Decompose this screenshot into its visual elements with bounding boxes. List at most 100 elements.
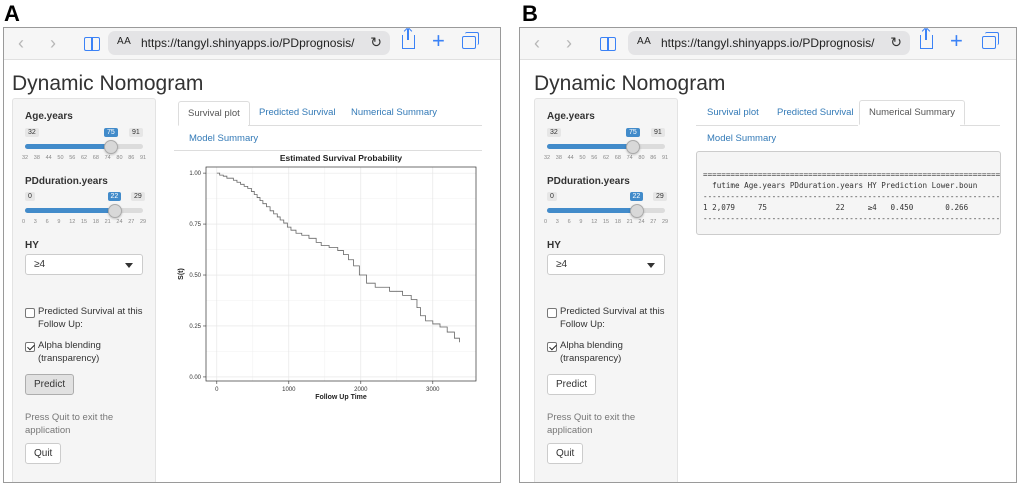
slider-tick-label: 38: [555, 155, 562, 161]
hy-label: HY: [25, 240, 39, 251]
pd-slider-handle[interactable]: [107, 204, 122, 218]
forward-icon[interactable]: ›: [50, 33, 56, 53]
slider-tick-label: 0: [544, 219, 548, 225]
slider-tick-label: 27: [650, 219, 657, 225]
tab-model-summary[interactable]: Model Summary: [707, 133, 777, 144]
slider-tick-label: 6: [45, 219, 49, 225]
y-axis-label: S(t): [178, 268, 185, 280]
pd-duration-label: PDduration.years: [25, 176, 108, 187]
share-icon[interactable]: [920, 29, 933, 49]
tab-numerical-summary[interactable]: Numerical Summary: [859, 100, 966, 125]
address-bar[interactable]: AA https://tangyl.shinyapps.io/PDprognos…: [108, 31, 390, 55]
bookmarks-icon[interactable]: [84, 37, 100, 51]
age-slider-track[interactable]: [25, 144, 143, 149]
slider-tick-label: 12: [591, 219, 598, 225]
alpha-blending-checkbox[interactable]: [547, 342, 557, 352]
sidebar-panel: Age.years 32 91 75 32 38 44 50 56 62 68 74 80 86 9…: [12, 98, 156, 482]
y-tick-label: 0.25: [189, 324, 201, 330]
tabs-overview-icon[interactable]: [982, 32, 999, 49]
share-icon[interactable]: [402, 29, 415, 49]
slider-tick-label: 62: [603, 155, 610, 161]
quit-help-text: Press Quit to exit the application: [547, 412, 636, 436]
slider-tick-label: 32: [544, 155, 551, 161]
pd-slider-handle[interactable]: [629, 204, 644, 218]
tab-numerical-summary[interactable]: Numerical Summary: [351, 107, 438, 118]
tabs-overview-icon[interactable]: [462, 32, 479, 49]
text-size-button[interactable]: AA: [637, 36, 652, 47]
slider-tick-label: 32: [22, 155, 29, 161]
alpha-blending-label: Alpha blending (transparency): [38, 340, 101, 364]
age-max: 91: [651, 128, 665, 137]
age-slider-fill: [25, 144, 111, 149]
pd-min: 0: [547, 192, 557, 201]
age-slider-ticks: 32 38 44 50 56 62 68 74 80 86 91: [543, 155, 669, 163]
age-slider-handle[interactable]: [104, 140, 118, 154]
quit-button[interactable]: Quit: [547, 443, 584, 464]
tab-model-summary[interactable]: Model Summary: [189, 133, 259, 144]
pd-slider-fill: [547, 208, 637, 213]
alpha-blending-checkbox[interactable]: [25, 342, 35, 352]
browser-toolbar: ‹ › AA https://tangyl.shinyapps.io/PDpro…: [4, 28, 500, 60]
tab-predicted-survival[interactable]: Predicted Survival: [777, 107, 854, 118]
pd-value: 22: [629, 192, 644, 201]
slider-tick-label: 50: [579, 155, 586, 161]
chart-title: Estimated Survival Probability: [280, 153, 403, 163]
new-tab-icon[interactable]: +: [432, 28, 445, 53]
pd-slider-track[interactable]: [25, 208, 143, 213]
tab-predicted-survival[interactable]: Predicted Survival: [259, 107, 336, 118]
forward-icon[interactable]: ›: [566, 33, 572, 53]
age-label: Age.years: [547, 111, 595, 122]
back-icon[interactable]: ‹: [18, 33, 24, 53]
hy-label: HY: [547, 240, 561, 251]
predicted-survival-checkbox[interactable]: [25, 308, 35, 318]
screenshot-panel-b: ‹ › AA https://tangyl.shinyapps.io/PDpro…: [519, 27, 1017, 483]
tab-survival-plot[interactable]: Survival plot: [707, 107, 759, 118]
y-tick-label: 0.75: [189, 222, 201, 228]
slider-tick-label: 21: [104, 219, 111, 225]
age-slider-fill: [547, 144, 633, 149]
survival-plot-chart: Estimated Survival Probability 0 1000 2000…: [178, 153, 477, 401]
address-bar[interactable]: AA https://tangyl.shinyapps.io/PDprognos…: [628, 31, 910, 55]
pd-slider-track[interactable]: [547, 208, 665, 213]
text-size-button[interactable]: AA: [117, 36, 132, 47]
slider-tick-label: 91: [662, 155, 669, 161]
hy-select[interactable]: ≥4: [547, 254, 665, 275]
age-slider-handle[interactable]: [626, 140, 640, 154]
pd-slider-ticks: 0 3 6 9 12 15 18 21 24 27 29: [543, 219, 669, 227]
chevron-down-icon: [647, 263, 655, 268]
slider-tick-label: 21: [626, 219, 633, 225]
slider-tick-label: 68: [614, 155, 621, 161]
slider-tick-label: 6: [567, 219, 571, 225]
predicted-survival-label: Predicted Survival at this Follow Up:: [560, 306, 665, 330]
reload-icon[interactable]: ↻: [370, 34, 382, 50]
bookmarks-icon[interactable]: [600, 37, 616, 51]
quit-button[interactable]: Quit: [25, 443, 62, 464]
predicted-survival-checkbox[interactable]: [547, 308, 557, 318]
slider-tick-label: 44: [567, 155, 574, 161]
slider-tick-label: 74: [626, 155, 633, 161]
slider-tick-label: 12: [69, 219, 76, 225]
x-tick-label: 0: [215, 387, 219, 393]
pd-duration-label: PDduration.years: [547, 176, 630, 187]
predict-button[interactable]: Predict: [25, 374, 75, 395]
browser-toolbar: ‹ › AA https://tangyl.shinyapps.io/PDpro…: [520, 28, 1016, 60]
url-text: https://tangyl.shinyapps.io/PDprognosis/: [141, 36, 355, 50]
slider-tick-label: 0: [22, 219, 26, 225]
predict-button[interactable]: Predict: [547, 374, 597, 395]
summary-header: futime Age.years PDduration.years HY Pre…: [703, 181, 978, 190]
tab-survival-plot[interactable]: Survival plot: [178, 101, 250, 126]
new-tab-icon[interactable]: +: [950, 28, 963, 53]
age-slider-track[interactable]: [547, 144, 665, 149]
slider-tick-label: 29: [662, 219, 669, 225]
reload-icon[interactable]: ↻: [890, 34, 902, 50]
back-icon[interactable]: ‹: [534, 33, 540, 53]
pd-max: 29: [131, 192, 145, 201]
x-tick-label: 2000: [354, 387, 368, 393]
age-max: 91: [129, 128, 143, 137]
slider-tick-label: 56: [69, 155, 76, 161]
slider-tick-label: 68: [92, 155, 99, 161]
y-tick-label: 0.00: [189, 375, 201, 381]
age-value: 75: [104, 128, 118, 137]
slider-tick-label: 15: [81, 219, 88, 225]
hy-select[interactable]: ≥4: [25, 254, 143, 275]
